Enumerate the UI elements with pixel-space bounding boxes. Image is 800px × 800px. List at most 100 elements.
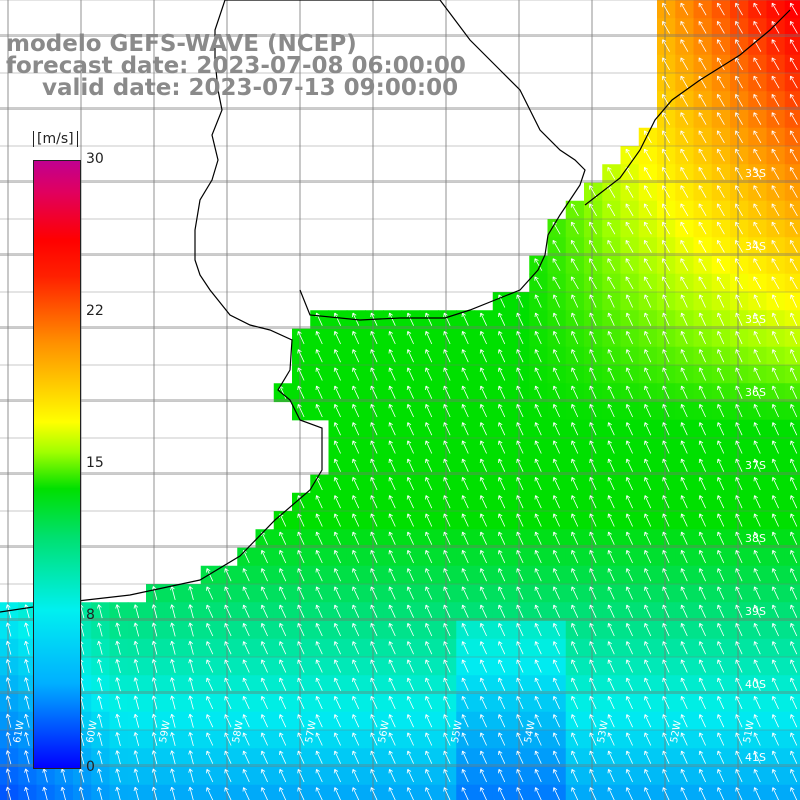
wind-arrow [717,695,725,710]
wind-arrow [206,677,214,691]
wind-arrow [333,330,341,345]
wind-arrow [662,294,670,308]
wind-arrow [388,312,396,326]
wind-arrow [188,713,194,728]
wind-cell [784,675,800,695]
wind-arrow [753,677,761,691]
wind-arrow [735,622,743,637]
wind-arrow [698,2,707,16]
wind-arrow [589,622,597,637]
wind-arrow [516,403,524,418]
wind-arrow [498,495,506,509]
wind-arrow [333,549,341,564]
wind-cell [54,784,74,800]
wind-arrow [789,185,798,198]
wind-arrow [607,568,615,582]
wind-cell [784,766,800,786]
wind-arrow [698,568,706,582]
wind-arrow [552,659,560,673]
wind-arrow [552,312,560,326]
wind-arrow [97,750,103,765]
wind-cell [109,784,129,800]
wind-arrow [461,312,469,326]
wind-arrow [680,604,688,618]
wind-arrow [589,768,597,783]
wind-arrow [735,549,743,564]
wind-cell [784,693,800,713]
wind-arrow [753,203,762,217]
wind-arrow [516,787,524,800]
wind-arrow [388,422,396,436]
wind-arrow [534,568,542,582]
wind-arrow [552,440,560,454]
wind-arrow [698,732,706,746]
wind-arrow [662,768,670,783]
wind-arrow [717,732,725,746]
wind-arrow [333,367,341,381]
wind-arrow [771,531,779,545]
wind-arrow [753,458,761,472]
wind-arrow [790,440,798,454]
wind-arrow [607,787,615,800]
wind-cell [638,784,658,800]
wind-arrow [625,659,633,673]
wind-arrow [115,640,121,655]
wind-arrow [498,403,506,418]
wind-arrow [443,440,451,454]
wind-arrow [771,549,779,564]
wind-cell [529,784,549,800]
wind-arrow [698,130,707,144]
wind-arrow [297,787,305,800]
wind-arrow [461,513,469,527]
wind-arrow [315,403,323,418]
wind-arrow [534,787,542,800]
wind-arrow [534,385,542,399]
wind-arrow [479,312,487,326]
wind-arrow [570,276,579,290]
wind-arrow [443,622,451,637]
wind-cell [784,328,800,348]
wind-arrow [571,422,579,436]
wind-arrow [644,732,652,746]
wind-arrow [644,641,652,655]
wind-arrow [644,349,652,363]
wind-arrow [333,349,341,363]
wind-arrow [607,276,616,290]
wind-arrow [662,495,670,509]
wind-arrow [735,787,743,800]
wind-arrow [97,640,103,655]
wind-arrow [625,513,633,527]
wind-arrow [735,276,743,290]
wind-arrow [443,714,451,728]
wind-arrow [42,786,48,800]
wind-arrow [188,659,194,674]
wind-arrow [753,440,761,454]
wind-arrow [352,568,360,582]
wind-arrow [589,586,597,600]
wind-arrow [680,495,688,509]
wind-cell [346,784,366,800]
wind-arrow [771,312,779,326]
wind-arrow [698,586,706,600]
wind-cell [784,127,800,147]
wind-arrow [571,349,579,363]
wind-arrow [607,422,615,436]
wind-arrow [643,130,652,144]
wind-cell [620,784,640,800]
wind-arrow [315,714,323,728]
wind-arrow [60,786,66,800]
wind-arrow [607,330,615,345]
wind-arrow [388,768,396,783]
wind-arrow [735,185,743,198]
wind-arrow [133,659,140,674]
wind-arrow [260,659,268,673]
wind-arrow [735,20,743,34]
wind-arrow [644,312,652,326]
wind-arrow [662,276,670,290]
wind-arrow [388,586,396,600]
wind-arrow [479,476,487,491]
wind-arrow [534,422,542,436]
wind-arrow [643,203,652,217]
wind-arrow [698,476,706,491]
wind-arrow [242,622,250,637]
